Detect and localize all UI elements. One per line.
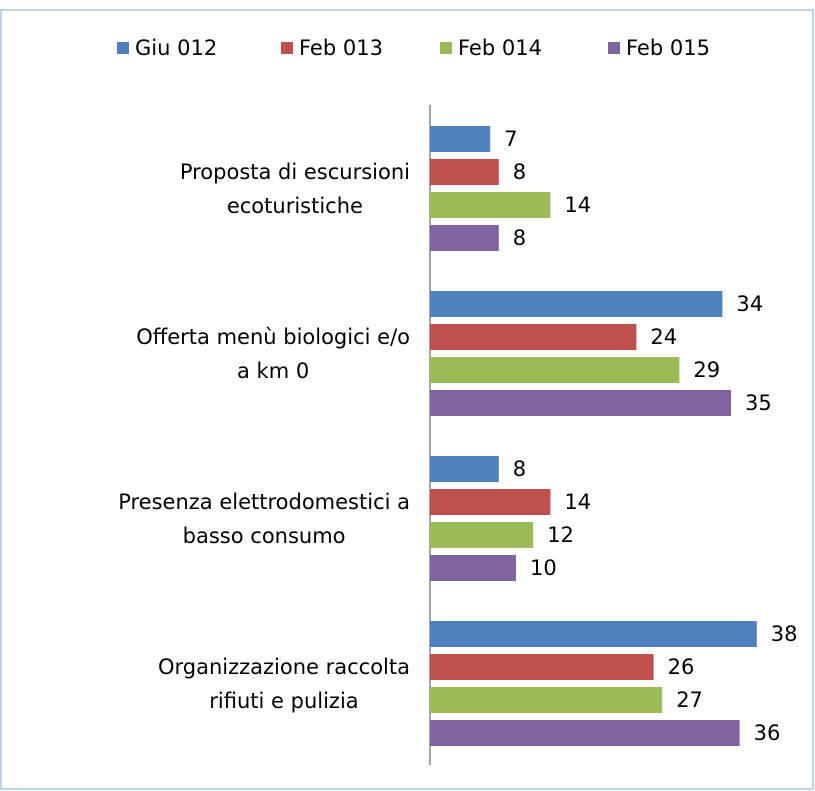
bar — [430, 621, 757, 647]
legend-swatch — [281, 42, 293, 54]
value-label: 27 — [676, 688, 703, 712]
legend-swatch — [608, 42, 620, 54]
category-label: Presenza elettrodomestici a basso consum… — [118, 489, 410, 548]
chart-border — [0, 9, 814, 790]
bar — [430, 456, 499, 482]
value-label: 8 — [513, 160, 526, 184]
value-label: 29 — [693, 358, 720, 382]
value-label: 36 — [754, 721, 781, 745]
legend-label: Giu 012 — [135, 36, 217, 60]
legend-label: Feb 014 — [458, 36, 542, 60]
value-label: 14 — [564, 193, 591, 217]
bar — [430, 489, 551, 515]
legend-label: Feb 015 — [626, 36, 710, 60]
value-label: 10 — [530, 556, 557, 580]
bar — [430, 357, 680, 383]
bar — [430, 225, 499, 251]
value-label: 35 — [745, 391, 772, 415]
bar — [430, 126, 491, 152]
bar — [430, 654, 654, 680]
bar — [430, 291, 723, 317]
value-label: 12 — [547, 523, 574, 547]
category-label: Proposta di escursioni ecoturistiche — [179, 159, 410, 218]
legend-swatch — [117, 42, 129, 54]
value-label: 24 — [650, 325, 677, 349]
bar — [430, 159, 499, 185]
value-label: 34 — [736, 292, 763, 316]
value-label: 8 — [513, 457, 526, 481]
legend-swatch — [440, 42, 452, 54]
bar — [430, 720, 740, 746]
value-label: 26 — [668, 655, 695, 679]
bar — [430, 324, 637, 350]
bar — [430, 522, 534, 548]
bar — [430, 390, 731, 416]
value-label: 14 — [564, 490, 591, 514]
bar — [430, 687, 663, 713]
value-label: 8 — [513, 226, 526, 250]
category-label: Organizzazione raccolta rifiuti e pulizi… — [157, 654, 410, 713]
category-label: Offerta menù biologici e/o a km 0 — [136, 324, 410, 383]
legend-label: Feb 013 — [299, 36, 383, 60]
value-label: 38 — [771, 622, 798, 646]
bar — [430, 192, 551, 218]
value-label: 7 — [504, 127, 517, 151]
bar — [430, 555, 516, 581]
